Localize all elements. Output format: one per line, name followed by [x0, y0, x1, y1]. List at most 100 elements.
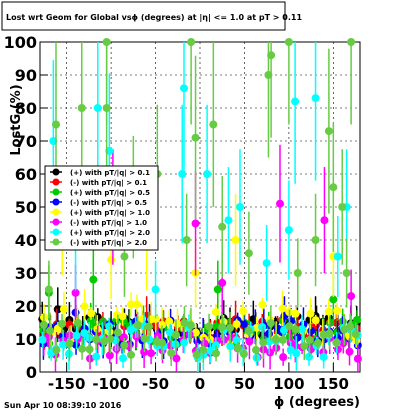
data-point — [311, 316, 320, 325]
data-point — [73, 318, 82, 327]
data-point — [306, 309, 315, 318]
y-tick-label: 60 — [15, 165, 37, 184]
data-point — [199, 345, 208, 354]
data-point — [236, 203, 244, 211]
data-point — [342, 269, 351, 277]
legend-marker — [52, 178, 60, 186]
data-point — [44, 332, 53, 341]
data-point — [298, 325, 307, 334]
y-tick-label: 90 — [15, 66, 37, 85]
x-axis: -150 -100 -50 0 50 100 150 — [48, 363, 349, 393]
data-point — [211, 341, 220, 350]
data-point — [311, 94, 320, 103]
data-point — [262, 259, 271, 268]
legend-label: (+) with pT/|q| > 1.0 — [70, 209, 150, 218]
data-point — [72, 331, 81, 340]
data-point — [291, 325, 300, 334]
legend-label: (-) with pT/|q| > 1.0 — [70, 219, 147, 228]
data-point — [158, 320, 167, 329]
data-point — [58, 319, 67, 328]
data-point — [180, 338, 189, 347]
data-point — [107, 255, 116, 264]
legend-marker — [52, 198, 60, 206]
data-point — [291, 97, 300, 106]
data-point — [172, 354, 181, 363]
data-point — [293, 333, 302, 342]
data-point — [92, 352, 101, 361]
data-point — [80, 302, 89, 311]
y-tick-label: 40 — [15, 231, 37, 250]
data-point — [300, 342, 309, 351]
y-tick-label: 10 — [15, 330, 37, 349]
data-point — [178, 170, 187, 178]
data-point — [271, 335, 280, 344]
y-tick-label: 50 — [15, 198, 37, 217]
data-point — [278, 335, 287, 344]
data-point — [127, 350, 136, 359]
data-point — [147, 349, 156, 358]
data-point — [105, 351, 114, 360]
data-point — [258, 322, 267, 331]
data-point — [65, 339, 74, 348]
data-point — [218, 323, 227, 332]
data-point — [329, 295, 338, 304]
data-point — [278, 304, 287, 313]
data-point — [346, 322, 355, 331]
data-point — [351, 330, 360, 339]
legend-label: (+) with pT/|q| > 2.0 — [70, 229, 150, 238]
data-point — [347, 38, 356, 46]
data-point — [119, 354, 128, 363]
data-point — [305, 335, 314, 344]
data-point — [120, 341, 129, 350]
data-point — [132, 332, 141, 341]
data-point — [266, 348, 275, 357]
data-point — [285, 322, 294, 331]
data-point — [113, 328, 122, 337]
data-point — [59, 305, 68, 314]
data-point — [231, 236, 240, 244]
data-point — [92, 335, 101, 344]
data-point — [180, 318, 189, 327]
data-point — [105, 322, 114, 331]
data-point — [192, 350, 201, 359]
data-point — [244, 327, 253, 336]
data-point — [338, 203, 347, 211]
data-point — [239, 307, 248, 316]
y-axis-label: LostG (%) — [9, 84, 24, 155]
legend-marker — [52, 238, 60, 246]
data-point — [266, 319, 275, 328]
data-point — [180, 84, 188, 93]
data-point — [345, 347, 354, 356]
chart-title: Lost wrt Geom for Global vsϕ (degrees) a… — [6, 13, 302, 22]
data-point — [329, 183, 338, 192]
legend-marker — [52, 168, 60, 176]
data-point — [133, 320, 142, 329]
data-point — [259, 338, 268, 347]
data-point — [212, 322, 221, 331]
data-point — [291, 309, 300, 318]
data-point — [45, 326, 54, 335]
data-point — [52, 346, 61, 355]
legend-marker — [52, 228, 60, 236]
data-point — [226, 323, 235, 332]
data-point — [119, 333, 128, 342]
x-tick-label: -150 — [48, 375, 86, 393]
data-point — [89, 275, 98, 284]
data-point — [112, 344, 121, 353]
data-point — [77, 104, 86, 112]
data-point — [167, 348, 176, 357]
data-point — [226, 342, 235, 351]
data-point — [132, 300, 141, 309]
data-point — [120, 252, 129, 261]
data-point — [339, 339, 348, 348]
data-point — [245, 337, 254, 346]
data-point — [140, 334, 149, 343]
data-point — [203, 170, 212, 178]
x-tick-label: 150 — [318, 375, 349, 393]
data-point — [324, 127, 333, 136]
data-point — [311, 236, 320, 244]
data-point — [305, 316, 314, 325]
data-point — [158, 338, 167, 347]
data-point — [279, 326, 288, 335]
data-point — [38, 335, 47, 344]
